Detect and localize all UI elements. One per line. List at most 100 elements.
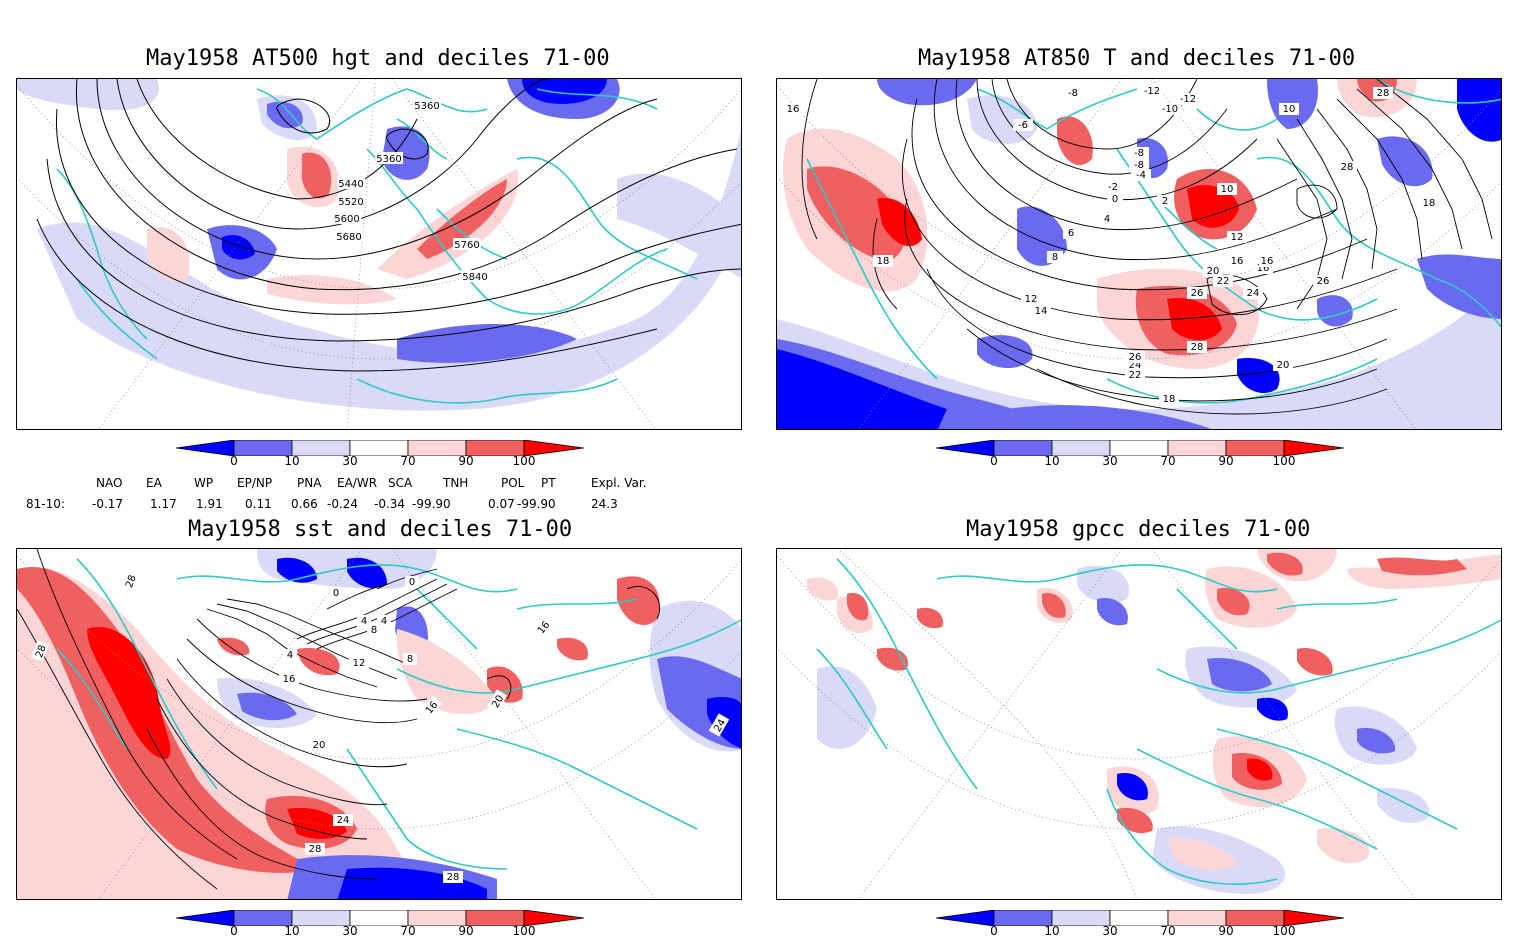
colorbar-segment bbox=[175, 909, 235, 927]
contour-label: -10 bbox=[1162, 104, 1178, 115]
colorbar-label: 70 bbox=[400, 924, 416, 938]
contour-label: 14 bbox=[1035, 306, 1048, 317]
index-value-ea: 1.17 bbox=[150, 497, 177, 511]
colorbar-label: 100 bbox=[1272, 454, 1296, 468]
contour-label: 10 bbox=[1283, 104, 1296, 115]
index-value-pt: -99.90 bbox=[517, 497, 556, 511]
contour-label: 22 bbox=[1129, 370, 1142, 381]
colorbar-segment bbox=[291, 909, 351, 927]
contour-label: 18 bbox=[1423, 198, 1436, 209]
index-header-nao: NAO bbox=[96, 476, 123, 490]
contour-label: 28 bbox=[34, 644, 49, 660]
contour-label: -8 bbox=[1134, 160, 1144, 171]
colorbar-segment bbox=[993, 439, 1053, 457]
contour-label: 0 bbox=[409, 577, 415, 588]
contour-label: 5520 bbox=[338, 197, 363, 208]
contour-label: 0 bbox=[333, 588, 339, 599]
contour-label: 24 bbox=[1247, 288, 1260, 299]
colorbar-segment bbox=[1051, 909, 1111, 927]
colorbar-label: 10 bbox=[284, 924, 300, 938]
height-contours bbox=[36, 79, 741, 372]
colorbar-hgt500: 0 10 30 70 90 100 bbox=[175, 439, 586, 470]
colorbar-segment bbox=[993, 909, 1053, 927]
decile-shading bbox=[17, 549, 741, 899]
map-panel-gpcc bbox=[776, 548, 1502, 900]
colorbar-t850: 0 10 30 70 90 100 bbox=[935, 439, 1346, 470]
colorbar-label: 90 bbox=[1218, 924, 1234, 938]
contour-label: 26 bbox=[1191, 288, 1204, 299]
index-value-sca: -0.34 bbox=[374, 497, 406, 511]
colorbar-label: 100 bbox=[1272, 924, 1296, 938]
coastlines bbox=[816, 558, 1501, 885]
colorbar-segment bbox=[407, 439, 467, 457]
colorbar-segment bbox=[233, 909, 293, 927]
colorbar-label: 30 bbox=[1102, 924, 1118, 938]
colorbar-segment bbox=[935, 439, 995, 457]
index-header-expl-var: Expl. Var. bbox=[591, 476, 647, 490]
contour-labels: 28 28 0 0 4 8 4 8 4 12 16 16 20 20 24 28… bbox=[31, 570, 730, 883]
decile-shading bbox=[777, 549, 1501, 899]
contour-label: 20 bbox=[313, 740, 326, 751]
colorbar-segment bbox=[349, 439, 409, 457]
contour-label: 18 bbox=[877, 256, 890, 267]
colorbar-label: 70 bbox=[1160, 924, 1176, 938]
colorbar-label: 0 bbox=[230, 924, 238, 938]
colorbar-segment bbox=[175, 439, 235, 457]
panel-title-t850: May1958 AT850 T and deciles 71-00 bbox=[918, 46, 1356, 71]
contour-label: -2 bbox=[1108, 182, 1118, 193]
contour-label: 16 bbox=[283, 674, 296, 685]
colorbar-label: 10 bbox=[284, 454, 300, 468]
contour-label: 5360 bbox=[376, 154, 401, 165]
contour-label: -6 bbox=[1018, 120, 1028, 131]
coastlines bbox=[56, 88, 698, 404]
index-header-pna: PNA bbox=[297, 476, 322, 490]
contour-label: 5360 bbox=[414, 101, 439, 112]
decile-shading bbox=[777, 79, 1501, 429]
contour-label: 5680 bbox=[336, 232, 361, 243]
contour-label: 4 bbox=[381, 616, 387, 627]
contour-label: 12 bbox=[1231, 232, 1244, 243]
colorbar-segment bbox=[233, 439, 293, 457]
colorbar-segment bbox=[1283, 909, 1345, 927]
contour-label: 10 bbox=[1221, 184, 1234, 195]
contour-label: -4 bbox=[1136, 170, 1146, 181]
contour-label: 8 bbox=[371, 625, 377, 636]
contour-label: 22 bbox=[1217, 276, 1230, 287]
index-header-eawr: EA/WR bbox=[337, 476, 378, 490]
colorbar-label: 70 bbox=[400, 454, 416, 468]
contour-label: 20 bbox=[1277, 360, 1290, 371]
colorbar-segment bbox=[349, 909, 409, 927]
colorbar-segment bbox=[1051, 439, 1111, 457]
colorbar-label: 90 bbox=[458, 924, 474, 938]
panel-title-gpcc: May1958 gpcc deciles 71-00 bbox=[966, 517, 1311, 542]
contour-label: 2 bbox=[1162, 196, 1168, 207]
colorbar-segment bbox=[1167, 909, 1227, 927]
lat-lon-grid bbox=[777, 79, 1501, 429]
colorbar-segment bbox=[291, 439, 351, 457]
contour-label: 4 bbox=[287, 650, 293, 661]
contour-label: 16 bbox=[787, 104, 800, 115]
contour-label: 26 bbox=[1129, 352, 1142, 363]
colorbar-label: 30 bbox=[342, 454, 358, 468]
colorbar-label: 90 bbox=[458, 454, 474, 468]
colorbar-segment bbox=[1283, 439, 1345, 457]
index-header-sca: SCA bbox=[388, 476, 413, 490]
colorbar-label: 0 bbox=[230, 454, 238, 468]
contour-label: 18 bbox=[1163, 394, 1176, 405]
contour-label: 0 bbox=[1112, 194, 1118, 205]
colorbar-label: 0 bbox=[990, 924, 998, 938]
contour-label: 26 bbox=[1317, 276, 1330, 287]
colorbar-segment bbox=[1109, 909, 1169, 927]
colorbar-label: 30 bbox=[342, 924, 358, 938]
index-header-tnh: TNH bbox=[443, 476, 469, 490]
index-header-pol: POL bbox=[501, 476, 525, 490]
panel-title-hgt500: May1958 AT500 hgt and deciles 71-00 bbox=[146, 46, 610, 71]
contour-label: 12 bbox=[353, 658, 366, 669]
colorbar-gpcc: 0 10 30 70 90 100 bbox=[935, 909, 1346, 940]
contour-label: 28 bbox=[309, 844, 322, 855]
colorbar-sst: 0 10 30 70 90 100 bbox=[175, 909, 586, 940]
contour-label: 4 bbox=[1104, 214, 1110, 225]
index-value-pna: 0.66 bbox=[291, 497, 318, 511]
contour-label: 12 bbox=[1025, 294, 1038, 305]
contour-label: 6 bbox=[1068, 228, 1074, 239]
